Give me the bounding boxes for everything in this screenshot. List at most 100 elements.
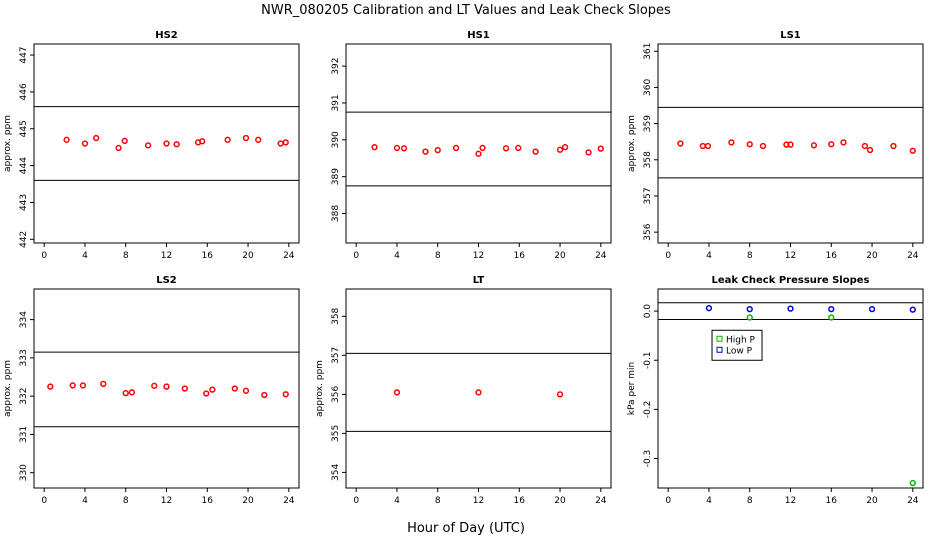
x-tick-label: 16 bbox=[514, 496, 526, 506]
data-point bbox=[476, 390, 481, 395]
x-tick-label: 8 bbox=[435, 251, 441, 261]
y-tick-label: 331 bbox=[19, 426, 29, 443]
x-tick-label: 12 bbox=[161, 496, 172, 506]
y-tick-label: 358 bbox=[331, 307, 341, 324]
data-point bbox=[700, 144, 705, 149]
x-tick-label: 16 bbox=[514, 251, 526, 261]
x-tick-label: 24 bbox=[595, 251, 607, 261]
x-tick-label: 4 bbox=[706, 496, 712, 506]
x-tick-label: 24 bbox=[907, 251, 919, 261]
y-tick-label: 392 bbox=[331, 58, 341, 75]
x-tick-label: 12 bbox=[161, 251, 172, 261]
data-point bbox=[70, 383, 75, 388]
data-point bbox=[164, 141, 169, 146]
figure-x-label: Hour of Day (UTC) bbox=[407, 521, 525, 536]
y-tick-label: 334 bbox=[19, 311, 29, 328]
data-point bbox=[480, 146, 485, 151]
data-point bbox=[829, 142, 834, 147]
x-tick-label: 24 bbox=[283, 251, 295, 261]
y-tick-label: 445 bbox=[19, 120, 29, 137]
x-tick-label: 20 bbox=[554, 251, 566, 261]
data-point bbox=[395, 390, 400, 395]
y-tick-label: 389 bbox=[331, 168, 341, 185]
data-point bbox=[244, 136, 249, 141]
panel-2: HS1 0 4 8 12 16 20 24 388 389 390 391 392 bbox=[331, 30, 611, 261]
x-tick-label: 8 bbox=[435, 496, 441, 506]
data-point bbox=[402, 146, 407, 151]
x-tick-label: 12 bbox=[473, 496, 484, 506]
data-point bbox=[146, 143, 151, 148]
data-point bbox=[706, 144, 711, 149]
data-point bbox=[891, 144, 896, 149]
panel-1: HS2 0 4 8 12 16 20 24 442 443 444 445 446 447 approx. … bbox=[3, 30, 299, 261]
data-point bbox=[558, 392, 563, 397]
y-tick-label: 355 bbox=[331, 425, 341, 442]
data-point bbox=[123, 391, 128, 396]
data-point bbox=[232, 386, 237, 391]
y-axis-label: approx. ppm bbox=[3, 115, 13, 172]
data-point bbox=[210, 387, 215, 392]
data-point bbox=[747, 315, 752, 320]
data-point bbox=[729, 140, 734, 145]
x-tick-label: 4 bbox=[706, 251, 712, 261]
y-tick-label: 391 bbox=[331, 94, 341, 111]
plot-frame bbox=[658, 289, 923, 488]
data-point bbox=[372, 145, 377, 150]
y-tick-label: 443 bbox=[19, 194, 29, 211]
x-tick-label: 8 bbox=[123, 496, 129, 506]
data-point bbox=[283, 392, 288, 397]
data-point bbox=[747, 307, 752, 312]
plot-frame bbox=[658, 44, 923, 243]
data-point bbox=[788, 142, 793, 147]
data-point bbox=[182, 386, 187, 391]
plot-frame bbox=[346, 289, 611, 488]
data-point bbox=[841, 140, 846, 145]
legend-label: Low P bbox=[726, 346, 753, 356]
data-point bbox=[244, 388, 249, 393]
panel-title: LS1 bbox=[780, 30, 801, 41]
data-point bbox=[262, 393, 267, 398]
x-tick-label: 20 bbox=[866, 496, 878, 506]
y-axis-label: approx. ppm bbox=[3, 360, 13, 417]
data-point bbox=[116, 146, 121, 151]
x-tick-label: 20 bbox=[242, 251, 254, 261]
x-tick-label: 4 bbox=[394, 496, 400, 506]
x-tick-label: 12 bbox=[785, 496, 796, 506]
x-tick-label: 8 bbox=[123, 251, 129, 261]
x-tick-label: 4 bbox=[394, 251, 400, 261]
panel-title: Leak Check Pressure Slopes bbox=[712, 275, 870, 286]
panel-6: Leak Check Pressure Slopes 0 4 8 12 16 20 24 -0.… bbox=[627, 275, 923, 506]
x-tick-label: 20 bbox=[242, 496, 254, 506]
y-tick-label: 446 bbox=[19, 83, 29, 100]
x-tick-label: 8 bbox=[747, 251, 753, 261]
data-point bbox=[761, 144, 766, 149]
y-tick-label: 388 bbox=[331, 205, 341, 222]
data-point bbox=[863, 144, 868, 149]
data-point bbox=[598, 146, 603, 151]
x-tick-label: 24 bbox=[907, 496, 919, 506]
data-point bbox=[910, 307, 915, 312]
y-tick-label: 444 bbox=[19, 157, 29, 174]
data-point bbox=[747, 142, 752, 147]
y-tick-label: 357 bbox=[331, 347, 341, 364]
y-tick-label: 354 bbox=[331, 464, 341, 481]
data-point bbox=[94, 136, 99, 141]
y-tick-label: 330 bbox=[19, 464, 29, 481]
data-point bbox=[395, 146, 400, 151]
y-tick-label: 356 bbox=[643, 223, 653, 240]
x-tick-label: 4 bbox=[82, 251, 88, 261]
x-tick-label: 20 bbox=[866, 251, 878, 261]
data-point bbox=[81, 383, 86, 388]
data-point bbox=[454, 146, 459, 151]
panel-4: LS2 0 4 8 12 16 20 24 330 331 332 333 334 approx. ppm bbox=[3, 275, 299, 506]
x-tick-label: 0 bbox=[665, 251, 671, 261]
data-point bbox=[829, 307, 834, 312]
x-tick-label: 24 bbox=[283, 496, 295, 506]
data-point bbox=[152, 383, 157, 388]
data-point bbox=[504, 146, 509, 151]
data-point bbox=[435, 148, 440, 153]
x-tick-label: 0 bbox=[353, 251, 359, 261]
y-tick-label: 442 bbox=[19, 231, 29, 248]
data-point bbox=[83, 141, 88, 146]
